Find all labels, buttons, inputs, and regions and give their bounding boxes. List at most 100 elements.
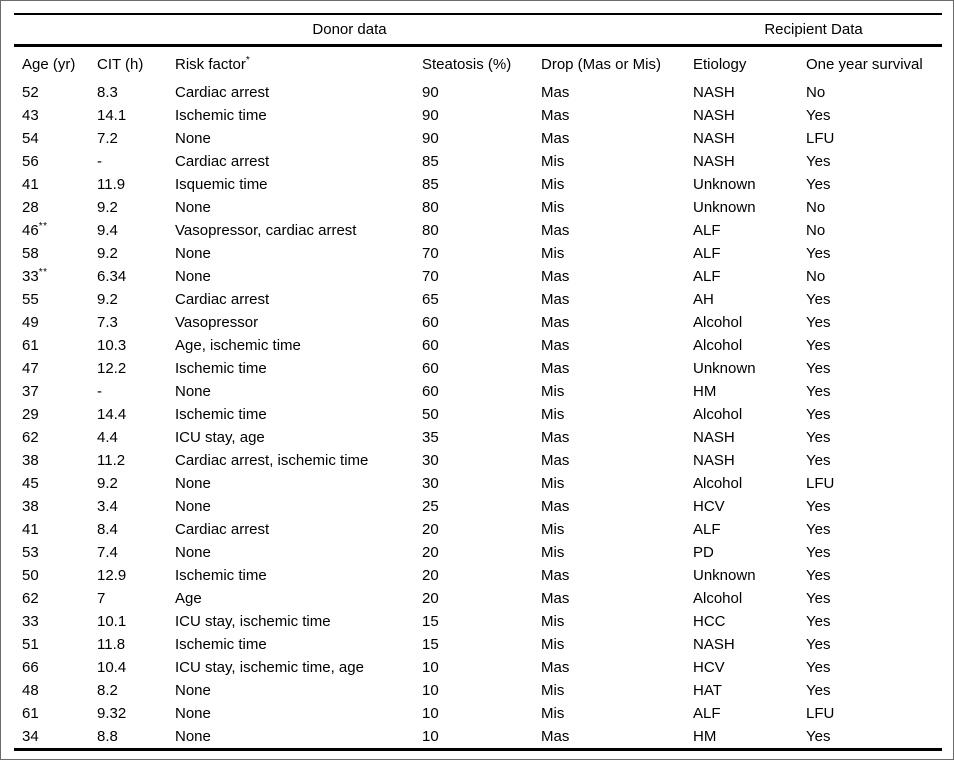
cell-cit: 4.4 [97,429,118,446]
cell-steatosis: 30 [422,475,439,492]
table-body: 52 8.3 Cardiac arrest 90 Mas NASH No 43 14.1 Isch… [14,81,942,750]
table-row: 58 9.2 None 70 Mis ALF Yes [14,242,942,265]
cell-age: 38 [22,452,39,469]
cell-drop: Mis [541,521,565,538]
table-row: 43 14.1 Ischemic time 90 Mas NASH Yes [14,104,942,127]
cell-risk-factor: None [175,130,211,147]
cell-steatosis: 90 [422,130,439,147]
cell-survival: Yes [806,245,831,262]
column-header-age: Age (yr) [22,55,76,73]
cell-survival: Yes [806,544,831,561]
cell-steatosis: 80 [422,222,439,239]
cell-drop: Mas [541,130,570,147]
age-superscript: ** [38,267,48,278]
cell-etiology: Alcohol [693,337,743,354]
table-row: 52 8.3 Cardiac arrest 90 Mas NASH No [14,81,942,104]
cell-etiology: Alcohol [693,590,743,607]
cell-survival: Yes [806,728,831,745]
table-row: 29 14.4 Ischemic time 50 Mis Alcohol Yes [14,403,942,426]
cell-steatosis: 10 [422,728,439,745]
table-row: 61 9.32 None 10 Mis ALF LFU [14,702,942,725]
cell-cit: - [97,383,102,400]
cell-drop: Mis [541,383,565,400]
cell-drop: Mis [541,705,565,722]
cell-drop: Mas [541,337,570,354]
cell-etiology: Unknown [693,567,756,584]
age-superscript: ** [38,221,48,232]
cell-steatosis: 20 [422,567,439,584]
cell-age: 41 [22,521,39,538]
cell-age: 54 [22,130,39,147]
cell-cit: 3.4 [97,498,118,515]
cell-cit: 10.1 [97,613,127,630]
table-row: 46** 9.4 Vasopressor, cardiac arrest 80 Mas A… [14,219,942,242]
cell-cit: 14.1 [97,107,127,124]
cell-steatosis: 85 [422,153,439,170]
cell-steatosis: 15 [422,636,439,653]
cell-age: 56 [22,153,39,170]
cell-drop: Mas [541,360,570,377]
cell-risk-factor: None [175,245,211,262]
cell-risk-factor: None [175,682,211,699]
cell-etiology: Unknown [693,360,756,377]
cell-drop: Mis [541,245,565,262]
cell-survival: LFU [806,475,835,492]
cell-survival: Yes [806,153,831,170]
cell-risk-factor: None [175,728,211,745]
cell-age: 41 [22,176,39,193]
cell-risk-factor: Cardiac arrest [175,153,270,170]
donor-recipient-table: Donor data Recipient Data Age (yr) CIT (… [14,13,943,751]
cell-risk-factor: None [175,383,211,400]
cell-cit: 9.32 [97,705,127,722]
table-row: 54 7.2 None 90 Mas NASH LFU [14,127,942,150]
table-row: 50 12.9 Ischemic time 20 Mas Unknown Yes [14,564,942,587]
table-row: 49 7.3 Vasopressor 60 Mas Alcohol Yes [14,311,942,334]
cell-survival: Yes [806,337,831,354]
cell-cit: 7.2 [97,130,118,147]
cell-etiology: Alcohol [693,475,743,492]
cell-risk-factor: Isquemic time [175,176,268,193]
cell-risk-factor: None [175,498,211,515]
cell-cit: 10.4 [97,659,127,676]
cell-steatosis: 10 [422,659,439,676]
cell-survival: Yes [806,567,831,584]
cell-etiology: NASH [693,153,735,170]
cell-risk-factor: ICU stay, ischemic time, age [175,659,364,676]
cell-steatosis: 25 [422,498,439,515]
table-row: 38 3.4 None 25 Mas HCV Yes [14,495,942,518]
cell-age: 62 [22,429,39,446]
cell-steatosis: 80 [422,199,439,216]
cell-survival: Yes [806,406,831,423]
cell-age: 55 [22,291,39,308]
group-header-recipient-label: Recipient Data [764,21,863,38]
cell-survival: Yes [806,613,831,630]
cell-survival: Yes [806,360,831,377]
cell-etiology: HM [693,728,717,745]
cell-age: 37 [22,383,39,400]
cell-steatosis: 60 [422,337,439,354]
cell-drop: Mis [541,176,565,193]
cell-age: 46** [22,221,48,240]
cell-steatosis: 20 [422,544,439,561]
cell-drop: Mas [541,107,570,124]
cell-steatosis: 10 [422,705,439,722]
cell-age: 52 [22,84,39,101]
cell-cit: 9.2 [97,475,118,492]
cell-risk-factor: None [175,705,211,722]
cell-survival: Yes [806,429,831,446]
cell-drop: Mas [541,728,570,745]
cell-age: 29 [22,406,39,423]
cell-etiology: Alcohol [693,314,743,331]
cell-etiology: Unknown [693,199,756,216]
cell-risk-factor: Vasopressor [175,314,259,331]
cell-age: 61 [22,705,39,722]
cell-steatosis: 20 [422,590,439,607]
cell-age: 62 [22,590,39,607]
cell-cit: 14.4 [97,406,127,423]
group-header-donor: Donor data [14,13,685,47]
column-header-risk-factor: Risk factor* [175,54,251,73]
table-row: 53 7.4 None 20 Mis PD Yes [14,541,942,564]
column-header-etiology: Etiology [693,55,747,73]
table-row: 48 8.2 None 10 Mis HAT Yes [14,679,942,702]
